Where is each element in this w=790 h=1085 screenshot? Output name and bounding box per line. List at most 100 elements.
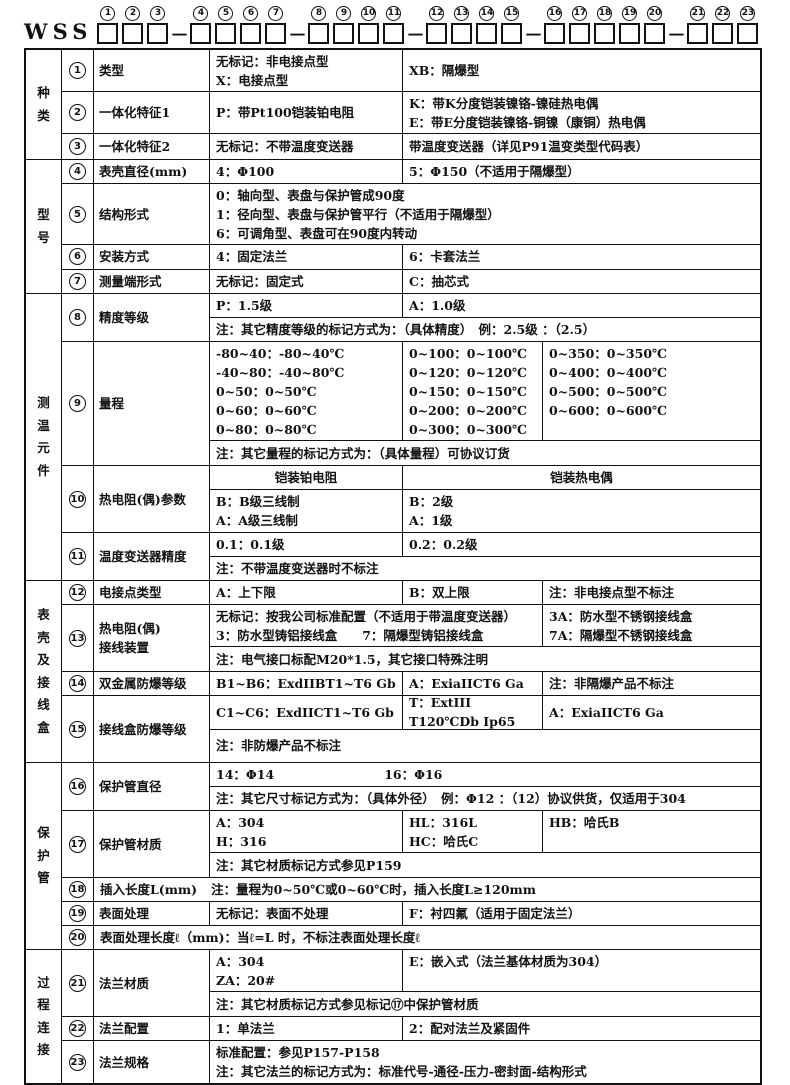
spec-row-10: 10 热电阻(偶)参数 铠装铂电阻 铠装热电偶 B：B级三线制 A：A级三线制 … bbox=[62, 466, 760, 533]
row-number: 18 bbox=[69, 881, 86, 898]
dash-separator: — bbox=[525, 24, 542, 43]
code-box bbox=[333, 23, 355, 44]
option-cell: HB：哈氏B bbox=[549, 815, 620, 830]
option-cell: K：带K分度铠装镍铬-镍硅热电偶 E：带E分度铠装镍铬-铜镍（康铜）热电偶 bbox=[409, 95, 646, 130]
attribute-name: 表面处理 bbox=[94, 902, 210, 925]
position-number: 12 bbox=[429, 6, 445, 21]
option-cell: C1~C6：ExdIICT1~T6 Gb bbox=[210, 696, 403, 729]
option-cell: B：双上限 bbox=[403, 581, 543, 604]
option-cell: A：ExiaIICT6 Ga bbox=[403, 672, 543, 695]
code-box bbox=[544, 23, 566, 44]
row-number: 5 bbox=[69, 205, 86, 223]
position-number: 2 bbox=[125, 6, 141, 21]
dash-separator: — bbox=[289, 24, 306, 43]
column-header: 铠装铂电阻 bbox=[210, 466, 403, 489]
code-box bbox=[358, 23, 380, 44]
code-box bbox=[644, 23, 666, 44]
code-box bbox=[569, 23, 591, 44]
position-number: 19 bbox=[622, 6, 638, 21]
option-cell: 表面处理长度ℓ（mm)：当ℓ=L 时，不标注表面处理长度ℓ bbox=[100, 930, 421, 945]
code-group-4: 12 13 14 15 bbox=[424, 6, 524, 44]
attribute-name: 安装方式 bbox=[94, 245, 210, 269]
code-group-5: 16 17 18 19 20 bbox=[542, 6, 667, 44]
option-cell: 3A：防水型不锈钢接线盒 7A：隔爆型不锈钢接线盒 bbox=[549, 608, 693, 643]
attribute-name: 法兰材质 bbox=[94, 950, 210, 1016]
note-cell: 注：其它材质标记方式参见标记⑰中保护管材质 bbox=[216, 996, 479, 1012]
attribute-name: 法兰规格 bbox=[94, 1041, 210, 1083]
spec-row-6: 6 安装方式 4：固定法兰 6：卡套法兰 bbox=[62, 245, 760, 270]
position-number: 17 bbox=[572, 6, 588, 21]
code-box bbox=[476, 23, 498, 44]
position-number: 4 bbox=[193, 6, 209, 21]
row-number: 12 bbox=[69, 584, 86, 601]
spec-row-2: 2 一体化特征1 P：带Pt100铠装铂电阻 K：带K分度铠装镍铬-镍硅热电偶 … bbox=[62, 92, 760, 134]
code-box bbox=[712, 23, 734, 44]
option-cell: 14：Φ14 16：Φ16 bbox=[210, 763, 760, 786]
option-cell: 0：轴向型、表盘与保护管成90度 1：径向型、表盘与保护管平行（不适用于隔爆型）… bbox=[216, 187, 500, 241]
row-number: 15 bbox=[69, 720, 86, 738]
position-number: 9 bbox=[336, 6, 352, 21]
position-number: 22 bbox=[715, 6, 731, 21]
attribute-name: 测量端形式 bbox=[94, 269, 210, 293]
row-number: 19 bbox=[69, 905, 86, 922]
note-cell: 注：非防爆产品不标注 bbox=[216, 738, 342, 754]
code-box bbox=[619, 23, 641, 44]
row-number: 22 bbox=[69, 1020, 86, 1037]
row-number: 10 bbox=[69, 490, 86, 508]
position-number: 10 bbox=[361, 6, 377, 21]
option-cell: 0.1：0.1级 bbox=[210, 533, 403, 556]
option-cell: 5：Φ150（不适用于隔爆型） bbox=[409, 164, 580, 180]
attribute-name: 热电阻(偶) 接线装置 bbox=[94, 605, 210, 671]
section-label-model: 型号 bbox=[26, 160, 62, 293]
row-number: 3 bbox=[69, 138, 86, 155]
option-cell: 1：单法兰 bbox=[210, 1017, 403, 1040]
dash-separator: — bbox=[407, 24, 424, 43]
attribute-name: 接线盒防爆等级 bbox=[94, 696, 210, 762]
option-cell: XB：隔爆型 bbox=[409, 63, 480, 78]
code-box bbox=[383, 23, 405, 44]
option-cell: A：304 ZA：20# bbox=[210, 950, 403, 991]
column-header: 铠装热电偶 bbox=[550, 470, 613, 485]
section-model: 型号 4 表壳直径(mm) 4：Φ100 5：Φ150（不适用于隔爆型） 5 结… bbox=[26, 160, 760, 294]
model-prefix: WSS bbox=[24, 19, 93, 44]
note-cell: 注：其它量程的标记方式为：（具体量程）可协议订货 bbox=[216, 445, 510, 461]
section-label-category: 种类 bbox=[26, 50, 62, 159]
attribute-name: 一体化特征1 bbox=[94, 92, 210, 133]
attribute-name: 量程 bbox=[94, 342, 210, 465]
option-cell: A：上下限 bbox=[210, 581, 403, 604]
note-cell: 注：其它精度等级的标记方式为：（具体精度） 例：2.5级 ：（2.5） bbox=[216, 322, 596, 337]
code-box bbox=[594, 23, 616, 44]
row-number: 14 bbox=[69, 675, 86, 692]
code-group-1: 1 2 3 bbox=[95, 6, 170, 44]
position-number: 23 bbox=[740, 6, 756, 21]
spec-row-23: 23 法兰规格 标准配置：参见P157-P158 注：其它法兰的标记方式为：标准… bbox=[62, 1041, 760, 1083]
spec-row-18: 18 插入长度L(mm) 注：量程为0~50℃或0~60℃时，插入长度L≥120m… bbox=[62, 878, 760, 902]
attribute-name: 精度等级 bbox=[94, 294, 210, 341]
attribute-name: 插入长度L(mm) bbox=[100, 882, 198, 897]
option-cell: 无标记：不带温度变送器 bbox=[210, 134, 403, 159]
option-cell: F：衬四氟（适用于固定法兰） bbox=[409, 906, 581, 921]
row-number: 6 bbox=[69, 248, 86, 266]
option-cell: 插入长度L(mm) 注：量程为0~50℃或0~60℃时，插入长度L≥120mm bbox=[94, 878, 760, 901]
spec-row-20: 20 表面处理长度ℓ（mm)：当ℓ=L 时，不标注表面处理长度ℓ bbox=[62, 926, 760, 949]
code-box bbox=[501, 23, 523, 44]
spec-row-11: 11 温度变送器精度 0.1：0.1级 0.2：0.2级 注：不带温度变送器时不… bbox=[62, 533, 760, 580]
option-cell: 带温度变送器（详见P91温变类型代码表） bbox=[409, 139, 649, 154]
spec-row-14: 14 双金属防爆等级 B1~B6：ExdIIBT1~T6 Gb A：ExiaII… bbox=[62, 672, 760, 696]
code-box bbox=[240, 23, 262, 44]
option-cell: 4：Φ100 bbox=[210, 160, 403, 184]
attribute-name: 双金属防爆等级 bbox=[94, 672, 210, 695]
option-cell: A：ExiaIICT6 Ga bbox=[549, 704, 664, 720]
option-cell: B：B级三线制 A：A级三线制 bbox=[210, 490, 403, 532]
position-number: 5 bbox=[218, 6, 234, 21]
spec-row-1: 1 类型 无标记：非电接点型 X：电接点型 XB：隔爆型 bbox=[62, 50, 760, 92]
option-cell: C：抽芯式 bbox=[409, 273, 469, 289]
attribute-name: 表壳直径(mm) bbox=[94, 160, 210, 184]
row-number: 21 bbox=[69, 974, 86, 992]
position-number: 13 bbox=[454, 6, 470, 21]
option-cell: E：嵌入式（法兰基体材质为304） bbox=[409, 954, 608, 969]
option-cell: 0~100：0~100℃ 0~120：0~120℃ 0~150：0~150℃ 0… bbox=[403, 342, 543, 440]
row-number: 8 bbox=[69, 309, 86, 326]
attribute-name: 温度变送器精度 bbox=[94, 533, 210, 580]
